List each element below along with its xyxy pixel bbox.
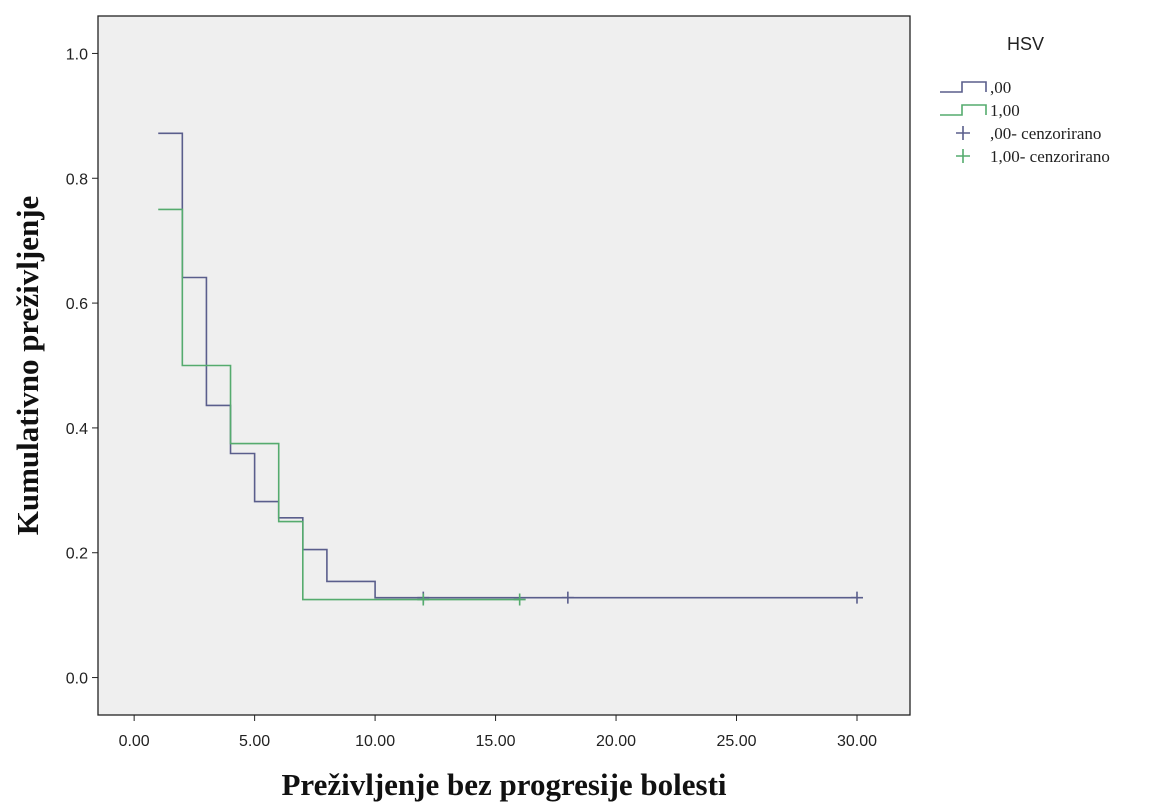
legend-swatch-line	[940, 81, 987, 93]
legend-swatch-marker	[956, 149, 970, 163]
legend-item-label: 1,00	[990, 101, 1020, 120]
legend-swatch-line	[940, 104, 987, 116]
x-tick-label: 10.00	[355, 733, 395, 750]
axes: 0.00 5.00 10.00 15.00 20.00 25.00 30.00 0.0 0.2 0…	[66, 46, 877, 750]
x-tick-label: 15.00	[476, 733, 516, 750]
plot-background	[97, 15, 911, 716]
legend: HSV ,00 1,00 ,00- cenzorirano 1,00- cenzorir…	[940, 34, 1110, 166]
survival-step-line	[158, 132, 857, 599]
x-axis-title: Preživljenje bez progresije bolesti	[281, 767, 726, 802]
legend-item-label: ,00	[990, 78, 1011, 97]
censor-mark	[561, 591, 574, 604]
y-tick-label: 0.4	[66, 421, 88, 438]
censor-mark	[513, 593, 526, 606]
y-tick-label: 0.2	[66, 546, 88, 563]
legend-title: HSV	[1007, 34, 1044, 54]
legend-item-label: ,00- cenzorirano	[990, 124, 1101, 143]
censor-mark	[417, 593, 430, 606]
y-axis-title: Kumulativno preživljenje	[10, 196, 45, 536]
survival-step-line	[158, 208, 520, 601]
censor-mark	[850, 591, 863, 604]
x-tick-label: 0.00	[119, 733, 150, 750]
legend-item-label: 1,00- cenzorirano	[990, 147, 1110, 166]
series-1	[158, 208, 526, 606]
y-tick-label: 0.8	[66, 171, 88, 188]
x-tick-label: 30.00	[837, 733, 877, 750]
x-tick-label: 5.00	[239, 733, 270, 750]
y-tick-label: 1.0	[66, 46, 88, 63]
legend-swatch-marker	[956, 126, 970, 140]
x-tick-label: 20.00	[596, 733, 636, 750]
y-tick-label: 0.0	[66, 671, 88, 688]
y-tick-label: 0.6	[66, 296, 88, 313]
x-tick-label: 25.00	[716, 733, 756, 750]
series-layer	[158, 132, 863, 606]
